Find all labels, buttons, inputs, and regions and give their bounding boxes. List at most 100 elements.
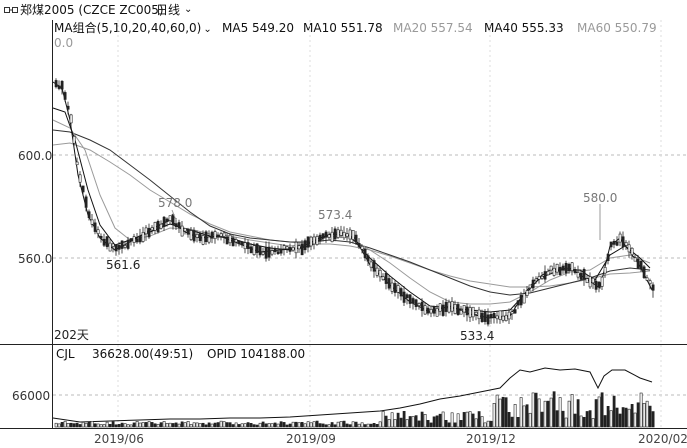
volume-bar	[498, 398, 502, 428]
volume-bar	[384, 415, 388, 428]
volume-bar	[246, 422, 250, 428]
candle-body	[609, 241, 613, 248]
volume-bar	[462, 412, 466, 428]
candle-body	[195, 233, 199, 238]
volume-bar	[327, 424, 331, 428]
candle-body	[324, 231, 328, 238]
annotation-533: 533.4	[460, 329, 494, 343]
candle-body	[369, 261, 373, 268]
volume-bar	[237, 424, 241, 428]
annotation-580: 580.0	[583, 191, 617, 205]
volume-bar	[84, 422, 88, 428]
volume-bar	[399, 417, 403, 428]
candle-body	[441, 304, 445, 316]
volume-bar	[549, 397, 553, 428]
ma20-readout: MA20 557.54	[393, 21, 473, 35]
candle-body	[228, 234, 232, 244]
candle-body	[117, 245, 121, 250]
x-tick-2019-06: 2019/06	[94, 432, 144, 446]
volume-bar	[291, 421, 295, 428]
candle-body	[309, 236, 313, 247]
candle-body	[483, 311, 487, 322]
candle-body	[120, 240, 124, 249]
candle-body	[564, 262, 568, 274]
candle-body	[471, 306, 475, 318]
candle-body	[357, 243, 361, 247]
candle-body	[339, 229, 343, 236]
volume-bar	[387, 419, 391, 428]
candle-body	[549, 265, 553, 271]
volume-bar	[78, 424, 82, 428]
candle-body	[255, 243, 259, 253]
volume-bar	[63, 420, 67, 428]
volume-bar	[306, 421, 310, 428]
chevron-down-icon[interactable]: ⌄	[203, 24, 212, 35]
candle-body	[162, 216, 166, 227]
volume-bar	[288, 423, 292, 428]
candle-body	[534, 278, 538, 282]
candle-body	[60, 80, 64, 90]
candle-body	[297, 245, 301, 250]
volume-bar	[624, 407, 628, 428]
volume-bar	[177, 423, 181, 428]
candle-body	[393, 283, 397, 293]
volume-bar	[369, 423, 373, 428]
volume-bar	[126, 424, 130, 428]
volume-bar	[75, 422, 79, 428]
candle-body	[192, 230, 196, 242]
volume-bar	[351, 421, 355, 428]
period-selector[interactable]: 日线	[156, 3, 181, 17]
volume-bar	[210, 423, 214, 428]
candle-body	[90, 219, 94, 225]
volume-bar	[117, 424, 121, 428]
candle-body	[348, 229, 352, 240]
bar-count-label: 202天	[54, 328, 89, 342]
volume-bar	[54, 422, 58, 428]
volume-bar	[573, 413, 577, 428]
candle-body	[300, 243, 304, 256]
candle-body	[78, 174, 82, 183]
volume-bar	[639, 392, 643, 428]
volume-bar	[267, 423, 271, 428]
ma-group-text: MA组合(5,10,20,40,60,0)	[54, 21, 202, 35]
candle-body	[408, 294, 412, 304]
candle-body	[639, 261, 643, 270]
candle-body	[237, 240, 241, 245]
volume-bar	[402, 411, 406, 428]
volume-bar	[504, 397, 508, 428]
chevron-down-icon[interactable]: ⌄	[184, 4, 193, 15]
volume-bar	[342, 420, 346, 428]
volume-bar	[195, 422, 199, 428]
volume-bar	[546, 400, 550, 428]
candle-body	[612, 240, 616, 245]
volume-bar	[477, 411, 481, 428]
volume-bar	[372, 423, 376, 428]
volume-bar	[264, 423, 268, 428]
symbol-title[interactable]: 郑煤2005 (CZCE ZC005)	[20, 3, 164, 17]
candle-body	[588, 276, 592, 288]
candle-body	[558, 266, 562, 276]
candle-body	[267, 246, 271, 258]
candle-body	[543, 271, 547, 280]
candle-body	[615, 241, 619, 246]
volume-bar	[282, 422, 286, 428]
candle-body	[258, 246, 262, 256]
volume-bar	[354, 421, 358, 428]
volume-bar	[339, 421, 343, 428]
volume-bar	[600, 392, 604, 428]
candle-body	[402, 291, 406, 303]
candle-body	[627, 244, 631, 253]
candle-body	[81, 185, 85, 193]
candle-body	[396, 285, 400, 293]
link-icon	[4, 7, 18, 13]
volume-bar	[183, 422, 187, 428]
ma-group-label[interactable]: MA组合(5,10,20,40,60,0) ⌄	[54, 20, 212, 36]
candle-body	[165, 218, 169, 222]
volume-bar	[207, 422, 211, 428]
candle-body	[132, 236, 136, 243]
candle-body	[156, 220, 160, 233]
candle-body	[510, 311, 514, 315]
volume-bar	[111, 421, 115, 428]
candle-body	[453, 304, 457, 314]
